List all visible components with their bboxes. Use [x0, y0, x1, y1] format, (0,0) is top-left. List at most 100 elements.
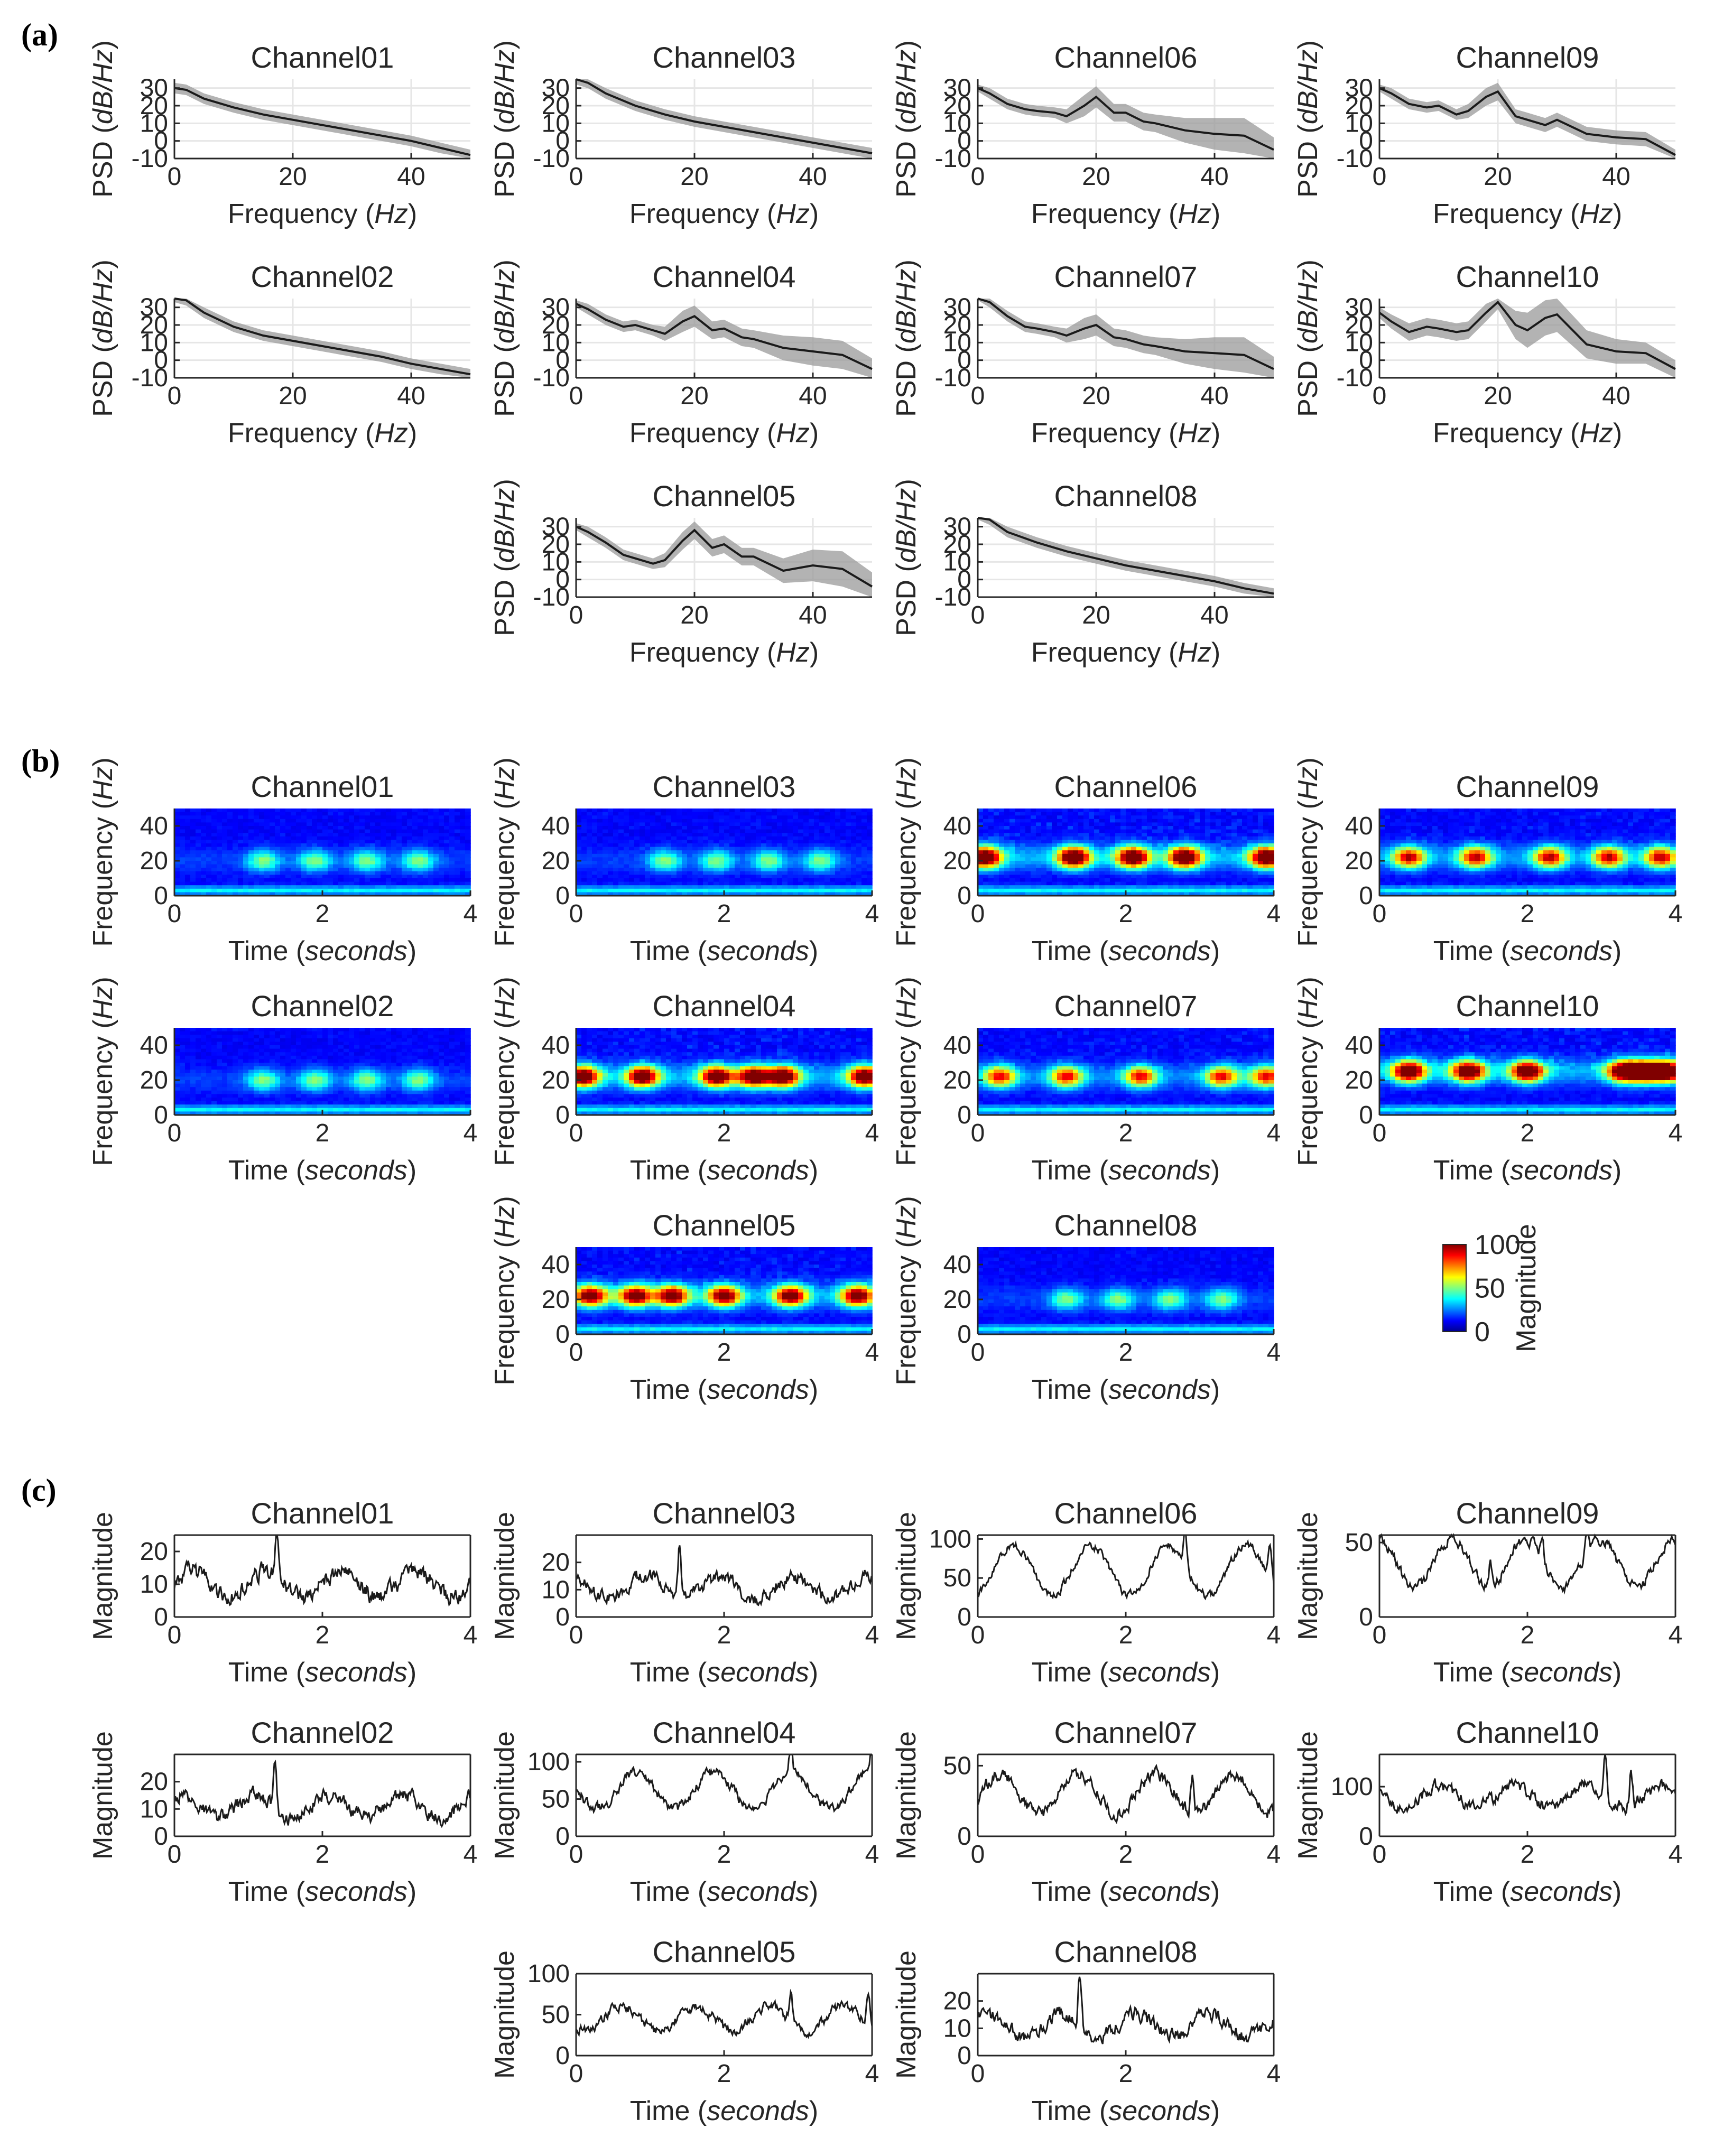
scalogram-cell	[460, 833, 466, 837]
scalogram-cell	[412, 1083, 418, 1088]
scalogram-cell	[338, 871, 344, 876]
scalogram-cell	[227, 808, 233, 813]
scalogram-cell	[719, 853, 725, 858]
scalogram-cell	[798, 812, 804, 816]
scalogram-cell	[248, 1066, 254, 1070]
scalogram-cell	[735, 833, 740, 837]
scalogram-cell	[613, 1066, 619, 1070]
scalogram-cell	[682, 836, 688, 841]
scalogram-cell	[851, 822, 857, 826]
scalogram-cell	[402, 888, 407, 893]
scalogram-cell	[328, 1073, 333, 1077]
scalogram-cell	[174, 850, 180, 854]
scalogram-cell	[603, 833, 608, 837]
scalogram-cell	[201, 861, 207, 865]
scalogram-cell	[661, 843, 666, 848]
x-tick-label: 20	[680, 163, 708, 191]
scalogram-cell	[412, 833, 418, 837]
scalogram-cell	[396, 878, 402, 882]
scalogram-cell	[375, 840, 381, 844]
scalogram-cell	[603, 836, 608, 841]
scalogram-cell	[640, 1094, 645, 1098]
scalogram-cell	[333, 857, 339, 861]
x-axis-label: Frequency (Hz)	[1031, 199, 1220, 229]
scalogram-cell	[449, 1031, 455, 1035]
scalogram-cell	[793, 871, 799, 876]
scalogram-cell	[190, 857, 196, 861]
scalogram-cell	[608, 1048, 614, 1053]
scalogram-cell	[322, 857, 328, 861]
scalogram-cell	[349, 1080, 355, 1084]
scalogram-cell	[233, 840, 238, 844]
scalogram-cell	[349, 1076, 355, 1081]
scalogram-cell	[301, 808, 307, 813]
scalogram-cell	[243, 833, 249, 837]
scalogram-cell	[819, 871, 825, 876]
scalogram-cell	[761, 892, 767, 896]
scalogram-cell	[201, 1083, 207, 1088]
scalogram-cell	[692, 857, 698, 861]
scalogram-cell	[460, 881, 466, 886]
scalogram-cell	[423, 1028, 429, 1032]
scalogram-cell	[201, 826, 207, 830]
scalogram-cell	[824, 833, 830, 837]
scalogram-cell	[396, 812, 402, 816]
scalogram-cell	[211, 843, 217, 848]
scalogram-cell	[354, 840, 360, 844]
scalogram-cell	[375, 1111, 381, 1116]
scalogram-cell	[381, 1076, 386, 1081]
scalogram-cell	[254, 885, 260, 889]
scalogram-cell	[412, 843, 418, 848]
scalogram-cell	[238, 1045, 244, 1049]
scalogram-cell	[344, 1111, 349, 1116]
scalogram-cell	[375, 1090, 381, 1095]
scalogram-cell	[233, 1052, 238, 1056]
scalogram-cell	[703, 819, 709, 823]
scalogram-cell	[333, 843, 339, 848]
scalogram-cell	[365, 1111, 370, 1116]
scalogram-cell	[592, 1063, 598, 1067]
scalogram-cell	[322, 1111, 328, 1116]
scalogram-cell	[819, 861, 825, 865]
scalogram-cell	[692, 812, 698, 816]
scalogram-cell	[259, 1042, 265, 1046]
scalogram-cell	[640, 847, 645, 851]
scalogram-cell	[217, 1045, 223, 1049]
scalogram-cell	[576, 878, 582, 882]
scalogram-cell	[196, 1101, 201, 1105]
scalogram-cell	[264, 864, 270, 868]
scalogram-cell	[597, 875, 603, 879]
scalogram-cell	[861, 853, 867, 858]
scalogram-cell	[322, 1042, 328, 1046]
scalogram-cell	[338, 812, 344, 816]
scalogram-cell	[217, 1048, 223, 1053]
scalogram-cell	[719, 826, 725, 830]
scalogram-cell	[407, 857, 413, 861]
scalogram-cell	[465, 1101, 471, 1105]
scalogram-cell	[608, 1090, 614, 1095]
scalogram-cell	[677, 840, 682, 844]
y-axis-label: PSD (dB/Hz)	[489, 40, 520, 198]
scalogram-cell	[233, 1066, 238, 1070]
scalogram-cell	[433, 1076, 439, 1081]
scalogram-cell	[238, 1101, 244, 1105]
scalogram-cell	[650, 1028, 656, 1032]
scalogram-cell	[655, 1080, 661, 1084]
scalogram-cell	[301, 1052, 307, 1056]
scalogram-cell	[714, 847, 719, 851]
scalogram-cell	[645, 1090, 651, 1095]
scalogram-cell	[856, 826, 862, 830]
scalogram-cell	[576, 819, 582, 823]
scalogram-cell	[645, 1080, 651, 1084]
scalogram-cell	[222, 847, 228, 851]
scalogram-cell	[840, 850, 846, 854]
scalogram-cell	[375, 892, 381, 896]
scalogram-cell	[449, 850, 455, 854]
scalogram-cell	[185, 1073, 191, 1077]
scalogram-cell	[190, 1052, 196, 1056]
scalogram-cell	[444, 826, 450, 830]
scalogram-cell	[714, 885, 719, 889]
scalogram-cell	[803, 836, 809, 841]
scalogram-cell	[629, 822, 635, 826]
